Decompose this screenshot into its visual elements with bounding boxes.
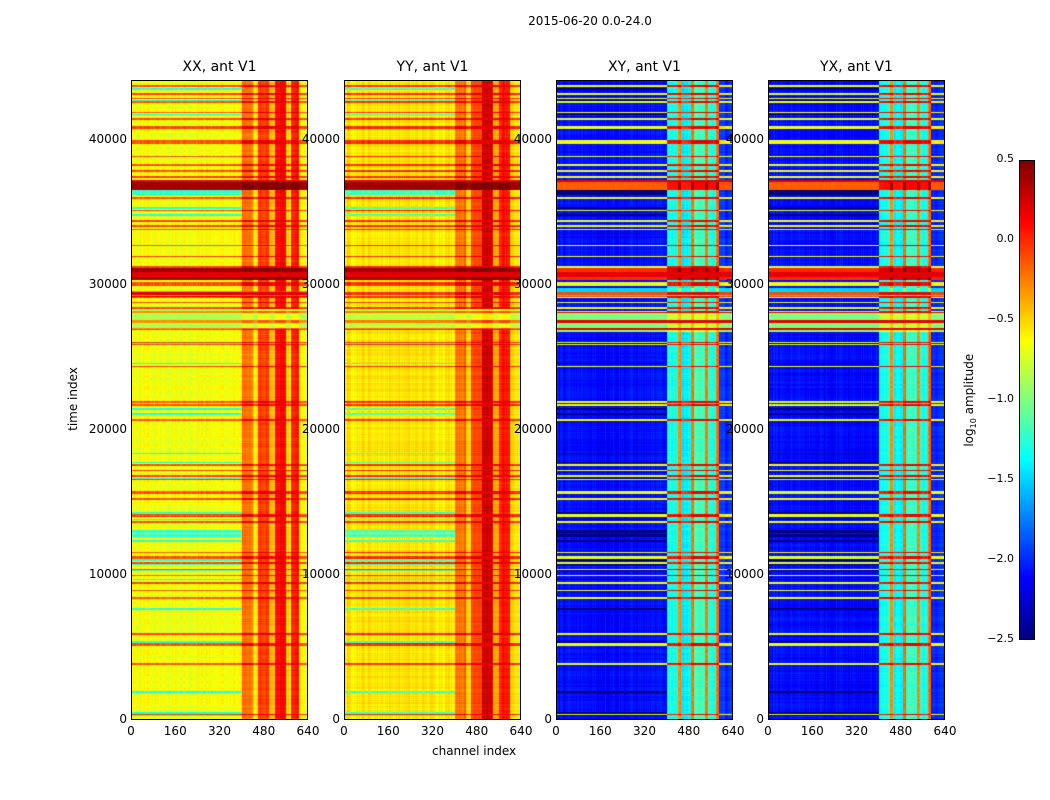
x-tick-label: 320: [208, 724, 231, 738]
x-tick-label: 480: [252, 724, 276, 738]
x-tick-label: 0: [127, 724, 135, 738]
x-tick-label: 0: [764, 724, 772, 738]
y-tick-label: 20000: [513, 422, 552, 436]
heatmap-panel-0: [131, 80, 308, 720]
y-tick-label: 10000: [88, 567, 127, 581]
x-tick-label: 160: [163, 724, 187, 738]
y-tick-label: 10000: [301, 567, 340, 581]
x-tick-label: 480: [889, 724, 913, 738]
x-tick-label: 320: [421, 724, 444, 738]
x-tick-label: 320: [633, 724, 656, 738]
figure-title: 2015-06-20 0.0-24.0: [528, 14, 652, 28]
y-tick-label: 40000: [725, 132, 764, 147]
x-tick-label: 640: [296, 724, 320, 738]
y-tick-label: 40000: [513, 132, 552, 147]
colorbar-label-sub: 10: [969, 418, 979, 429]
colorbar-tick-label: 0.0: [996, 232, 1015, 245]
x-tick-label: 640: [721, 724, 745, 738]
heatmap-image: [345, 81, 520, 719]
colorbar-tick-label: −2.5: [987, 632, 1014, 645]
y-tick-label: 20000: [301, 422, 340, 436]
y-tick-label: 40000: [301, 132, 340, 147]
y-axis-label: time index: [66, 367, 80, 431]
x-tick-label: 640: [933, 724, 957, 738]
heatmap-image: [769, 81, 944, 719]
heatmap-image: [132, 81, 307, 719]
colorbar-tick-label: −1.5: [987, 472, 1014, 485]
panel-title: YX, ant V1: [820, 59, 893, 75]
x-tick-label: 480: [465, 724, 489, 738]
x-tick-label: 0: [340, 724, 348, 738]
y-tick-label: 30000: [725, 277, 764, 292]
x-tick-label: 160: [588, 724, 612, 738]
colorbar-label-rest: amplitude: [961, 353, 976, 419]
colorbar-tick-label: −1.0: [987, 392, 1014, 405]
panel-title: XY, ant V1: [608, 59, 681, 75]
panel-title: XX, ant V1: [182, 59, 257, 75]
y-tick-label: 30000: [301, 277, 340, 292]
x-tick-label: 0: [552, 724, 560, 738]
colorbar-tick-label: 0.5: [996, 152, 1015, 165]
colorbar-tick-label: −0.5: [987, 312, 1014, 325]
x-tick-label: 640: [509, 724, 533, 738]
y-tick-label: 0: [756, 712, 764, 726]
heatmap-panel-1: [344, 80, 521, 720]
heatmap-image: [557, 81, 732, 719]
heatmap-panel-3: [768, 80, 945, 720]
panel-title: YY, ant V1: [396, 59, 469, 75]
y-tick-label: 0: [332, 712, 340, 726]
y-tick-label: 30000: [513, 277, 552, 292]
colorbar-tick-label: −2.0: [987, 552, 1014, 565]
y-tick-label: 10000: [725, 567, 764, 581]
x-axis-label: channel index: [432, 744, 517, 758]
x-tick-label: 480: [677, 724, 701, 738]
y-tick-label: 40000: [88, 132, 127, 147]
y-tick-label: 30000: [88, 277, 127, 292]
y-tick-label: 0: [119, 712, 127, 726]
x-tick-label: 160: [800, 724, 824, 738]
colorbar-label-log: log: [961, 428, 976, 447]
y-tick-label: 20000: [725, 422, 764, 436]
y-tick-label: 20000: [88, 422, 127, 436]
x-tick-label: 320: [845, 724, 868, 738]
x-tick-label: 160: [376, 724, 400, 738]
colorbar: [1019, 160, 1035, 640]
heatmap-panel-2: [556, 80, 733, 720]
y-tick-label: 10000: [513, 567, 552, 581]
y-tick-label: 0: [544, 712, 552, 726]
